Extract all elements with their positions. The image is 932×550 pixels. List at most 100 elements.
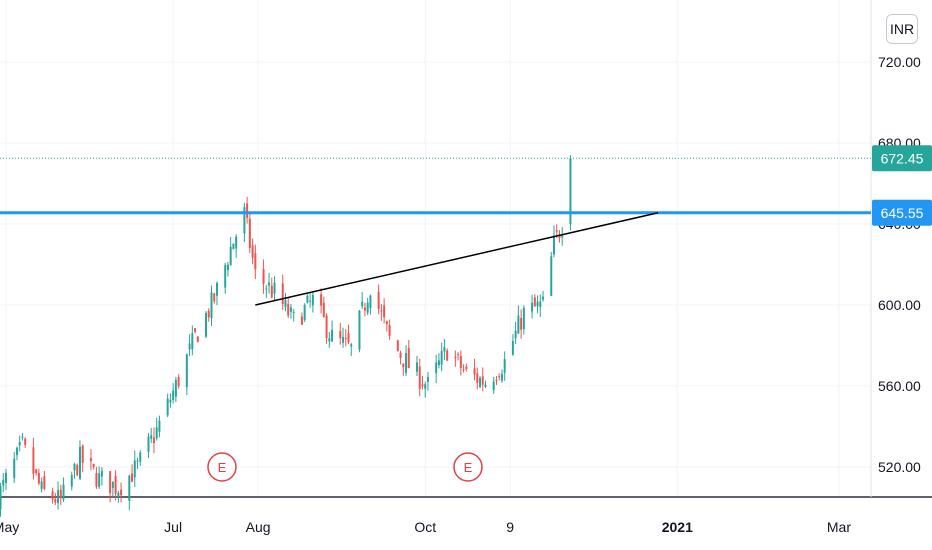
- candle-body: [292, 312, 295, 314]
- candle-body: [454, 356, 457, 359]
- candle-body: [243, 207, 246, 234]
- candle-body: [191, 333, 194, 350]
- candle-body: [303, 304, 306, 320]
- event-marker-1[interactable]: E: [207, 452, 237, 482]
- candle-body: [539, 301, 542, 308]
- candle-body: [416, 362, 418, 372]
- candle-body: [473, 368, 476, 375]
- candle-body: [147, 436, 150, 452]
- candle-body: [476, 373, 479, 383]
- candle-body: [498, 376, 501, 378]
- candle-body: [166, 398, 169, 416]
- candle-body: [311, 294, 314, 306]
- trend-line[interactable]: [255, 212, 659, 306]
- candle-body: [32, 447, 35, 474]
- candle-body: [109, 471, 112, 494]
- candle-body: [320, 294, 323, 306]
- candle-body: [361, 301, 364, 307]
- candle-body: [380, 310, 383, 312]
- candle-body: [287, 303, 290, 316]
- candle-body: [462, 369, 465, 371]
- candle-body: [325, 315, 328, 339]
- candle-body: [550, 256, 553, 296]
- candle-body: [229, 246, 232, 265]
- candle-body: [174, 379, 177, 397]
- candle-body: [517, 315, 520, 334]
- candle-body: [248, 218, 251, 248]
- candle-body: [531, 302, 534, 312]
- candle-body: [246, 203, 249, 218]
- event-marker-label: E: [218, 460, 227, 475]
- candle-body: [95, 473, 98, 487]
- candle-body: [213, 293, 216, 302]
- candle-body: [2, 479, 5, 486]
- x-tick-label: May: [0, 519, 19, 535]
- candle-body: [363, 307, 366, 311]
- candle-body: [500, 373, 503, 381]
- event-marker-2[interactable]: E: [453, 452, 483, 482]
- x-tick-label: 2021: [662, 519, 693, 535]
- candle-body: [328, 338, 331, 342]
- candle-body: [155, 427, 158, 439]
- candle-body: [254, 253, 257, 270]
- candle-body: [536, 301, 539, 307]
- candle-body: [111, 481, 114, 488]
- candle-body: [309, 300, 312, 302]
- candle-body: [322, 302, 325, 317]
- candle-body: [289, 307, 292, 312]
- candle-body: [511, 341, 514, 355]
- candle-body: [251, 245, 254, 258]
- candle-body: [465, 366, 468, 369]
- candle-body: [0, 486, 2, 510]
- resistance-price-label: 645.55: [881, 205, 924, 221]
- candle-body: [435, 362, 438, 374]
- candle-body: [479, 377, 482, 388]
- candle-body: [270, 285, 273, 298]
- candle-body: [520, 317, 523, 330]
- candle-body: [437, 360, 440, 366]
- candle-body: [57, 490, 60, 504]
- candle-body: [78, 446, 81, 479]
- currency-selector-button[interactable]: INR: [886, 14, 918, 44]
- candle-body: [300, 316, 303, 325]
- candle-body: [185, 354, 188, 388]
- candle-body: [92, 463, 95, 468]
- candle-body: [399, 352, 402, 359]
- candle-body: [15, 447, 18, 456]
- candle-body: [306, 295, 309, 303]
- candle-body: [210, 292, 213, 319]
- candle-body: [440, 351, 443, 365]
- candle-body: [503, 359, 506, 373]
- candle-body: [226, 264, 229, 271]
- candle-body: [339, 330, 342, 338]
- candle-body: [284, 299, 287, 307]
- candle-body: [426, 377, 429, 382]
- candle-body: [128, 475, 131, 501]
- candle-body: [281, 283, 284, 305]
- candle-body: [358, 310, 361, 350]
- candle-body: [484, 384, 487, 387]
- candle-body: [446, 350, 449, 361]
- y-tick-label: 520.00: [878, 459, 921, 475]
- candle-body: [169, 400, 172, 403]
- candle-body: [136, 460, 139, 462]
- candle-body: [418, 366, 421, 389]
- candle-body: [273, 282, 276, 294]
- candle-body: [569, 158, 572, 224]
- candle-body: [224, 264, 227, 288]
- candle-body: [133, 460, 136, 478]
- candle-body: [76, 465, 79, 476]
- candle-body: [558, 234, 561, 239]
- candle-body: [177, 377, 180, 387]
- candle-body: [24, 438, 27, 445]
- candle-body: [407, 348, 410, 369]
- x-tick-label: Oct: [414, 519, 436, 535]
- candle-body: [81, 445, 84, 463]
- x-tick-label: Mar: [827, 519, 851, 535]
- candle-body: [172, 390, 175, 400]
- candle-body: [40, 481, 43, 489]
- x-tick-label: 9: [506, 519, 514, 535]
- candle-body: [533, 297, 536, 307]
